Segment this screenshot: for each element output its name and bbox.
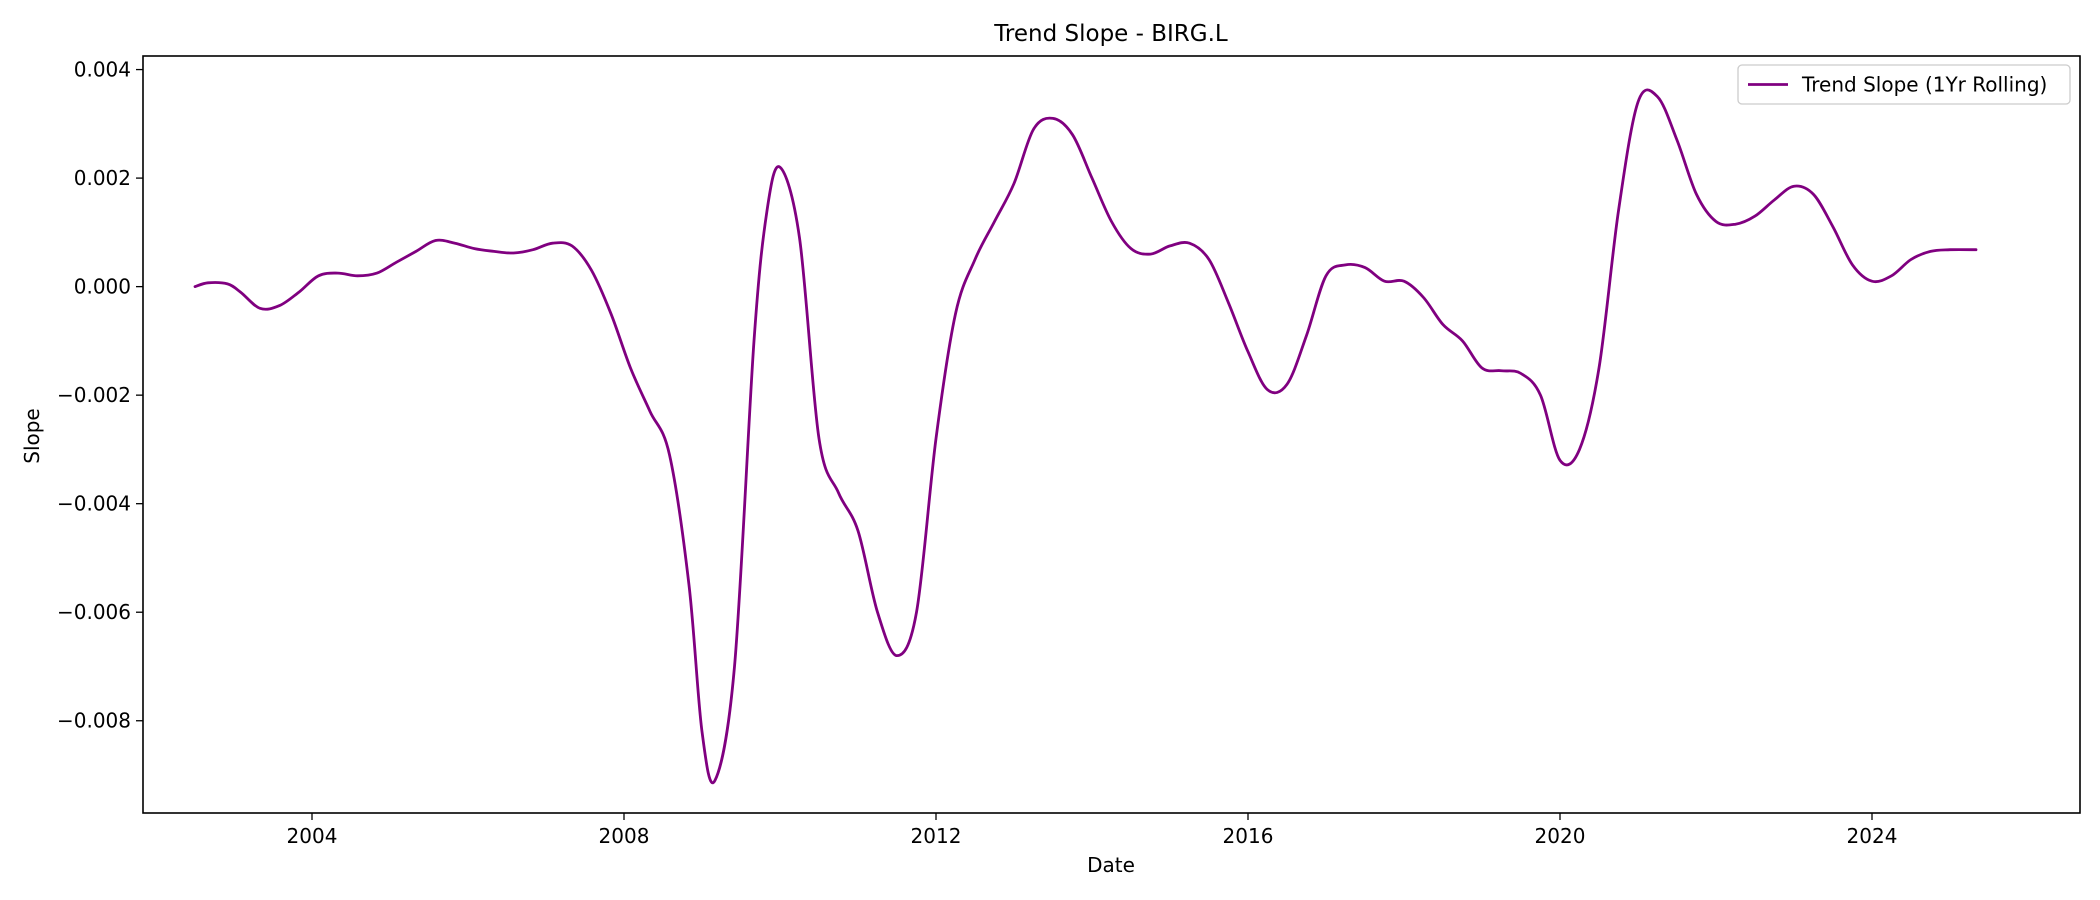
y-tick-label: −0.004 bbox=[57, 492, 131, 516]
x-tick-label: 2020 bbox=[1535, 824, 1586, 848]
x-axis-label: Date bbox=[1087, 853, 1135, 877]
x-tick-label: 2016 bbox=[1223, 824, 1274, 848]
legend-box bbox=[1737, 64, 2071, 105]
series-line-0 bbox=[193, 88, 1978, 785]
legend: Trend Slope (1Yr Rolling) bbox=[1737, 64, 2071, 105]
y-axis-label: Slope bbox=[20, 408, 44, 464]
x-tick-label: 2024 bbox=[1847, 824, 1898, 848]
y-tick-label: 0.000 bbox=[74, 275, 131, 299]
legend-label: Trend Slope (1Yr Rolling) bbox=[1801, 73, 2047, 97]
y-tick-label: 0.004 bbox=[74, 58, 131, 82]
x-tick-label: 2012 bbox=[911, 824, 962, 848]
y-tick-label: 0.002 bbox=[74, 166, 131, 190]
x-tick-label: 2008 bbox=[599, 824, 650, 848]
y-tick-label: −0.008 bbox=[57, 709, 131, 733]
plot-area: 2004 2008 2012 2016 2020 2024 0.004 0.002 0.000 −… bbox=[57, 55, 2081, 848]
x-tick-label: 2004 bbox=[287, 824, 338, 848]
y-tick-label: −0.006 bbox=[57, 600, 131, 624]
y-tick-label: −0.002 bbox=[57, 383, 131, 407]
plot-frame bbox=[142, 55, 2081, 814]
chart-title: Trend Slope - BIRG.L bbox=[993, 21, 1228, 47]
